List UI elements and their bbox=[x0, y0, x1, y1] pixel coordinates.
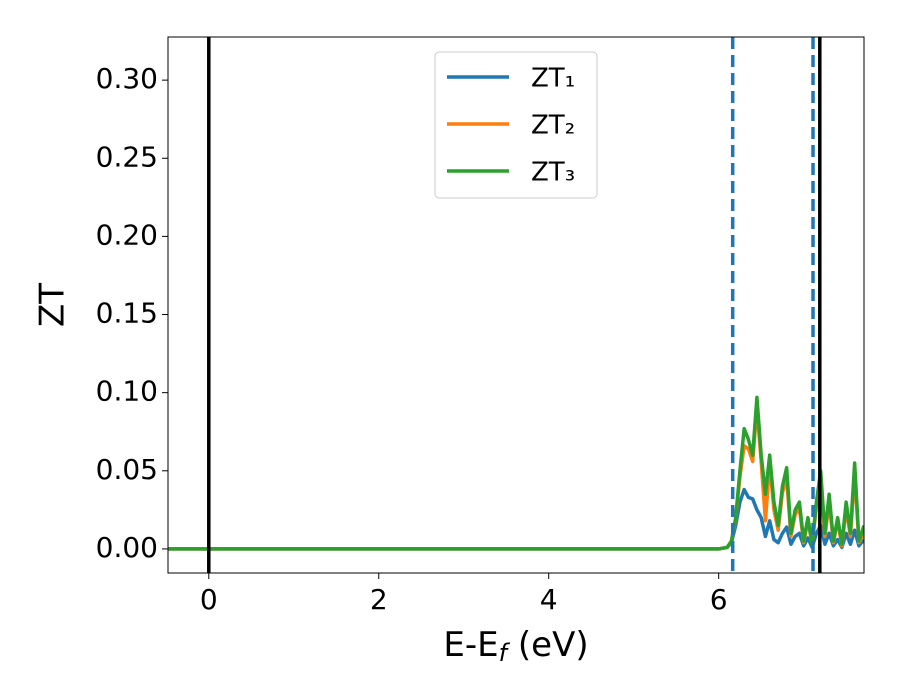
y-tick-label: 0.15 bbox=[96, 297, 158, 330]
y-tick-label: 0.10 bbox=[96, 375, 158, 408]
plot-area bbox=[168, 37, 864, 573]
y-tick-label: 0.25 bbox=[96, 140, 158, 173]
series-line bbox=[168, 487, 864, 551]
x-label-unit: (eV) bbox=[507, 625, 589, 665]
y-tick-label: 0.05 bbox=[96, 453, 158, 486]
legend-label: ZT₃ bbox=[531, 158, 575, 188]
y-tick-label: 0.30 bbox=[96, 62, 158, 95]
x-tick-label: 4 bbox=[540, 583, 558, 616]
legend-label: ZT₁ bbox=[531, 64, 575, 94]
x-axis-label: E-Ef (eV) bbox=[443, 625, 588, 668]
x-tick-label: 0 bbox=[200, 583, 218, 616]
legend-box bbox=[434, 51, 598, 199]
y-axis-label: ZT bbox=[33, 283, 73, 327]
legend-label: ZT₂ bbox=[531, 111, 575, 141]
y-tick-label: 0.20 bbox=[96, 218, 158, 251]
series-line bbox=[168, 395, 864, 551]
y-tick-label: 0.00 bbox=[96, 531, 158, 564]
plot-frame bbox=[167, 36, 865, 574]
x-tick-label: 2 bbox=[370, 583, 388, 616]
x-tick-label: 6 bbox=[710, 583, 728, 616]
x-label-main: E-E bbox=[443, 625, 498, 665]
